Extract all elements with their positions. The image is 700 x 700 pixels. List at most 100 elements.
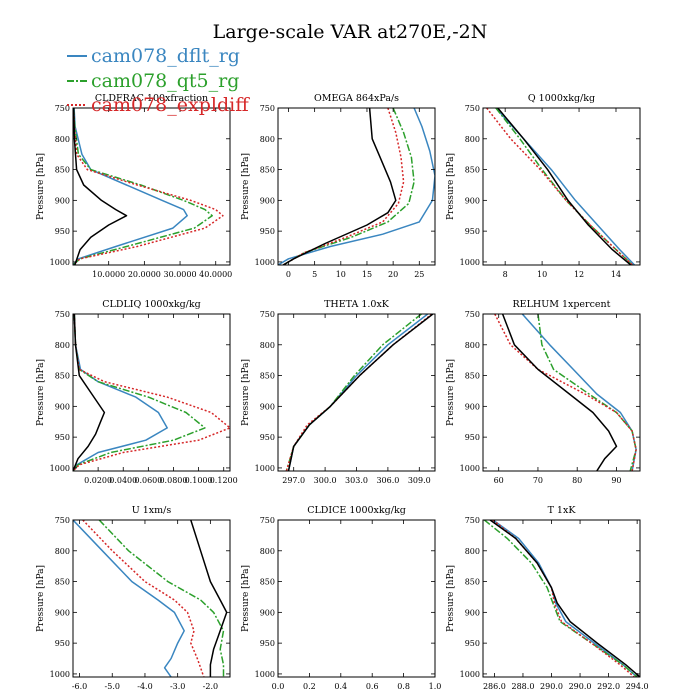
y-tick-label: 950 bbox=[465, 433, 480, 442]
y-tick-label: 750 bbox=[465, 310, 480, 319]
x-tick-label: 309.0 bbox=[408, 476, 431, 485]
x-tick-label: 0.0 bbox=[272, 682, 285, 691]
series-line-3 bbox=[73, 314, 230, 471]
panel-2: OMEGA 864xPa/s 750 800 850 900 950 1000 Pressur… bbox=[241, 93, 436, 279]
y-tick-label: 1000 bbox=[460, 258, 480, 267]
y-tick-label: 950 bbox=[260, 639, 275, 648]
x-tick-label: 292.0 bbox=[597, 682, 620, 691]
x-tick-label: 30.0000 bbox=[163, 270, 196, 279]
y-tick-label: 800 bbox=[465, 547, 480, 556]
y-tick-label: 900 bbox=[260, 608, 275, 617]
x-tick-label: 0.6 bbox=[366, 682, 379, 691]
y-tick-label: 950 bbox=[55, 433, 70, 442]
legend-label: cam078_expldiff bbox=[91, 94, 250, 116]
y-tick-label: 950 bbox=[465, 227, 480, 236]
y-tick-label: 750 bbox=[260, 104, 275, 113]
x-tick-label: 0.1200 bbox=[210, 476, 238, 485]
y-tick-label: 900 bbox=[55, 402, 70, 411]
panel-title: Q 1000xkg/kg bbox=[528, 93, 595, 104]
plot-area bbox=[277, 107, 436, 266]
panels: CLDFRAC 100xfraction7508008509009501000P… bbox=[36, 93, 649, 691]
series-line-4 bbox=[497, 108, 632, 265]
y-tick-label: 850 bbox=[55, 578, 70, 587]
y-axis-label: Pressure [hPa] bbox=[446, 565, 456, 632]
y-tick-label: 800 bbox=[260, 135, 275, 144]
series-lines bbox=[278, 108, 435, 265]
panel-title: CLDICE 1000xkg/kg bbox=[307, 505, 406, 516]
plot-area bbox=[482, 519, 641, 678]
plot-area bbox=[277, 313, 436, 472]
series-line-4 bbox=[287, 314, 434, 471]
y-tick-label: 1000 bbox=[50, 670, 70, 679]
y-tick-label: 1000 bbox=[50, 258, 70, 267]
y-tick-label: 800 bbox=[465, 341, 480, 350]
series-line-1 bbox=[492, 520, 638, 677]
x-tick-label: 0.0200 bbox=[84, 476, 112, 485]
y-tick-label: 950 bbox=[55, 639, 70, 648]
panel-8: CLDICE 1000xkg/kg 750 800 850 900 950 1000 Pres… bbox=[241, 505, 441, 691]
x-tick-label: 80 bbox=[572, 476, 582, 485]
plot-frame bbox=[277, 519, 436, 678]
y-tick-label: 800 bbox=[260, 547, 275, 556]
series-lines bbox=[73, 314, 230, 471]
series-line-3 bbox=[486, 108, 634, 265]
series-line-1 bbox=[73, 108, 188, 265]
panel-1: CLDFRAC 100xfraction 750 800 850 900 950 1000 P… bbox=[36, 93, 232, 279]
x-tick-label: -4.0 bbox=[137, 682, 152, 691]
legend-entry-1: cam078_dflt_rg bbox=[67, 45, 240, 67]
y-tick-label: 750 bbox=[465, 104, 480, 113]
panel-4: CLDLIQ 1000xkg/kg 750 800 850 900 950 1000 Pres… bbox=[36, 299, 238, 485]
series-line-4 bbox=[489, 520, 640, 677]
plot-area bbox=[72, 107, 231, 266]
plot-area bbox=[277, 519, 436, 678]
x-tick-label: 10 bbox=[537, 270, 547, 279]
y-tick-label: 900 bbox=[55, 196, 70, 205]
y-tick-label: 1000 bbox=[255, 258, 275, 267]
y-tick-label: 850 bbox=[55, 166, 70, 175]
y-tick-label: 750 bbox=[465, 516, 480, 525]
plot-frame bbox=[482, 107, 641, 266]
plot-frame bbox=[72, 519, 231, 678]
x-tick-label: 306.0 bbox=[376, 476, 399, 485]
x-tick-label: 8 bbox=[503, 270, 508, 279]
y-tick-label: 850 bbox=[55, 372, 70, 381]
y-tick-label: 950 bbox=[465, 639, 480, 648]
x-tick-label: 300.0 bbox=[314, 476, 337, 485]
x-tick-label: 40.0000 bbox=[199, 270, 232, 279]
y-axis-label: Pressure [hPa] bbox=[446, 153, 456, 220]
x-tick-label: 20 bbox=[388, 270, 398, 279]
panel-title: U 1xm/s bbox=[132, 505, 172, 516]
legend-label: cam078_qt5_rg bbox=[91, 70, 239, 92]
x-tick-label: 14 bbox=[611, 270, 621, 279]
x-tick-label: 70 bbox=[533, 476, 543, 485]
panel-title: RELHUM 1xpercent bbox=[513, 299, 611, 310]
series-line-1 bbox=[73, 520, 185, 677]
x-tick-label: 290.0 bbox=[540, 682, 563, 691]
y-tick-label: 800 bbox=[465, 135, 480, 144]
series-line-1 bbox=[521, 314, 637, 471]
x-tick-label: 297.0 bbox=[282, 476, 305, 485]
y-tick-label: 850 bbox=[260, 578, 275, 587]
y-tick-label: 900 bbox=[465, 196, 480, 205]
series-line-3 bbox=[282, 108, 405, 265]
x-tick-label: 303.0 bbox=[345, 476, 368, 485]
x-tick-label: 20.0000 bbox=[128, 270, 161, 279]
legend: cam078_dflt_rg cam078_qt5_rgcam078_expldi… bbox=[67, 45, 250, 116]
figure-title: Large-scale VAR at270E,-2N bbox=[213, 21, 488, 43]
plot-frame bbox=[277, 313, 436, 472]
x-tick-label: 25 bbox=[414, 270, 424, 279]
y-tick-label: 750 bbox=[260, 310, 275, 319]
legend-entry-3: cam078_expldiff bbox=[67, 94, 250, 116]
x-tick-label: 288.0 bbox=[512, 682, 535, 691]
plot-frame bbox=[72, 313, 231, 472]
y-tick-label: 1000 bbox=[255, 670, 275, 679]
x-tick-label: 286.0 bbox=[483, 682, 506, 691]
y-tick-label: 750 bbox=[260, 516, 275, 525]
y-tick-label: 750 bbox=[55, 104, 70, 113]
y-tick-label: 850 bbox=[465, 578, 480, 587]
x-tick-label: -3.0 bbox=[170, 682, 185, 691]
series-line-2 bbox=[282, 108, 415, 265]
x-tick-label: -5.0 bbox=[105, 682, 120, 691]
series-line-1 bbox=[278, 108, 435, 265]
panel-title: OMEGA 864xPa/s bbox=[314, 93, 399, 104]
